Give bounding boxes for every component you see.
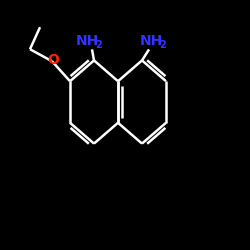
Text: O: O: [47, 53, 59, 67]
Text: NH: NH: [140, 34, 162, 48]
Text: 2: 2: [160, 40, 166, 50]
Text: 2: 2: [96, 40, 102, 50]
Text: NH: NH: [76, 34, 98, 48]
